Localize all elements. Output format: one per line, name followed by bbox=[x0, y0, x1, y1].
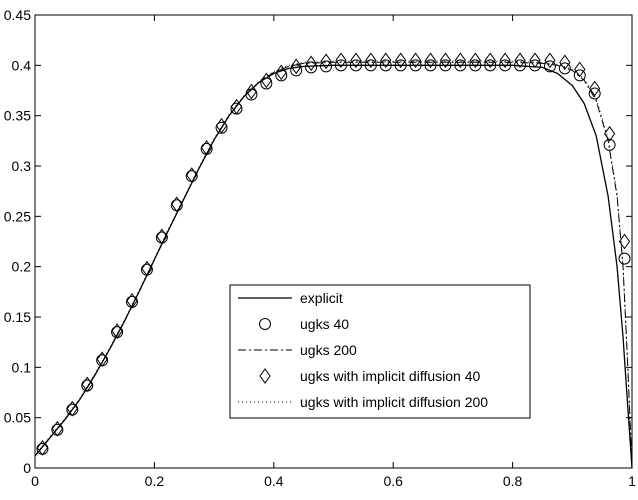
series-3-point bbox=[529, 52, 541, 69]
legend-label: explicit bbox=[300, 290, 343, 306]
series-1-point bbox=[305, 61, 318, 74]
series-3-point bbox=[559, 54, 571, 71]
series-1-point bbox=[454, 59, 467, 72]
y-tick-label: 0.2 bbox=[12, 259, 32, 275]
series-1-point bbox=[260, 77, 273, 90]
axis-ticks: 0 0.2 0.4 0.6 0.8 1 0 0.05 0.1 0.15 0.2 0.25 0.3 0.35… bbox=[4, 7, 636, 489]
series-3-markers bbox=[36, 52, 631, 456]
series-1-point bbox=[484, 59, 497, 72]
series-1-point bbox=[409, 59, 422, 72]
series-1-point bbox=[528, 59, 541, 72]
y-tick-label: 0.15 bbox=[4, 309, 31, 325]
legend: explicit ugks 40 ugks 200 ugks with implici… bbox=[229, 284, 531, 419]
series-3-point bbox=[395, 52, 407, 69]
y-tick-label: 0.25 bbox=[4, 208, 31, 224]
y-tick-label: 0.1 bbox=[12, 359, 32, 375]
series-3-point bbox=[81, 376, 93, 393]
series-3-point bbox=[424, 52, 437, 69]
series-3-point bbox=[186, 167, 198, 183]
legend-label: ugks 40 bbox=[300, 316, 349, 332]
series-1-point bbox=[394, 59, 407, 72]
series-1-point bbox=[334, 59, 347, 72]
x-tick-label: 0 bbox=[31, 473, 39, 489]
series-3-point bbox=[574, 61, 586, 78]
series-3-point bbox=[484, 52, 496, 69]
y-tick-label: 0.05 bbox=[4, 410, 31, 426]
y-tick-label: 0.35 bbox=[4, 108, 31, 124]
x-tick-label: 0.8 bbox=[503, 473, 523, 489]
series-3-point bbox=[230, 98, 243, 115]
series-1-point bbox=[290, 64, 303, 77]
series-3-point bbox=[320, 53, 332, 70]
series-3-point bbox=[439, 52, 452, 69]
series-1-point bbox=[439, 59, 452, 72]
series-1-point bbox=[543, 60, 556, 73]
legend-label: ugks 200 bbox=[300, 342, 357, 358]
series-3-point bbox=[499, 52, 511, 69]
series-3-point bbox=[350, 52, 362, 69]
x-tick-label: 0.6 bbox=[383, 473, 403, 489]
x-tick-label: 0.4 bbox=[264, 473, 284, 489]
legend-label: ugks with implicit diffusion 40 bbox=[300, 368, 480, 384]
series-3-point bbox=[260, 72, 272, 89]
series-1-point bbox=[514, 59, 527, 72]
legend-label: ugks with implicit diffusion 200 bbox=[300, 394, 488, 410]
y-tick-label: 0.3 bbox=[12, 158, 32, 174]
series-3-point bbox=[215, 117, 228, 134]
series-3-point bbox=[365, 52, 377, 69]
series-3-point bbox=[156, 228, 168, 245]
series-3-point bbox=[603, 125, 616, 142]
legend-box bbox=[229, 284, 531, 419]
series-3-point bbox=[66, 400, 78, 417]
series-1-point bbox=[573, 69, 586, 82]
series-1-point bbox=[558, 62, 571, 75]
series-3-point bbox=[454, 52, 466, 69]
x-tick-label: 1 bbox=[628, 473, 636, 489]
series-3-point bbox=[409, 52, 422, 69]
series-3-point bbox=[126, 293, 138, 309]
legend-swatch bbox=[259, 318, 271, 330]
series-3-point bbox=[245, 83, 258, 100]
series-3-point bbox=[618, 233, 631, 250]
series-1-point bbox=[379, 59, 392, 72]
series-1-point bbox=[364, 59, 377, 72]
series-3-point bbox=[96, 351, 108, 368]
series-1-point bbox=[349, 59, 362, 72]
series-1-point bbox=[499, 59, 512, 72]
series-3-point bbox=[589, 80, 601, 97]
series-3-point bbox=[36, 440, 49, 456]
legend-swatch bbox=[259, 368, 271, 384]
series-3-point bbox=[335, 52, 347, 69]
series-1-point bbox=[275, 69, 288, 82]
series-3-point bbox=[171, 196, 183, 213]
series-3-point bbox=[305, 55, 317, 72]
y-tick-label: 0 bbox=[23, 460, 31, 476]
series-1-point bbox=[320, 60, 333, 73]
series-3-point bbox=[514, 52, 526, 69]
series-1-point bbox=[469, 59, 482, 72]
series-1-point bbox=[618, 252, 631, 265]
series-layer bbox=[34, 52, 633, 469]
series-3-point bbox=[141, 260, 153, 277]
series-3-point bbox=[51, 420, 64, 437]
series-3-point bbox=[380, 52, 392, 69]
series-3-point bbox=[544, 52, 556, 69]
series-3-point bbox=[469, 52, 481, 69]
series-1-point bbox=[424, 59, 437, 72]
series-3-point bbox=[201, 140, 213, 156]
series-1-point bbox=[588, 87, 601, 100]
y-tick-label: 0.4 bbox=[12, 57, 32, 73]
y-tick-label: 0.45 bbox=[4, 7, 31, 23]
x-tick-label: 0.2 bbox=[145, 473, 165, 489]
